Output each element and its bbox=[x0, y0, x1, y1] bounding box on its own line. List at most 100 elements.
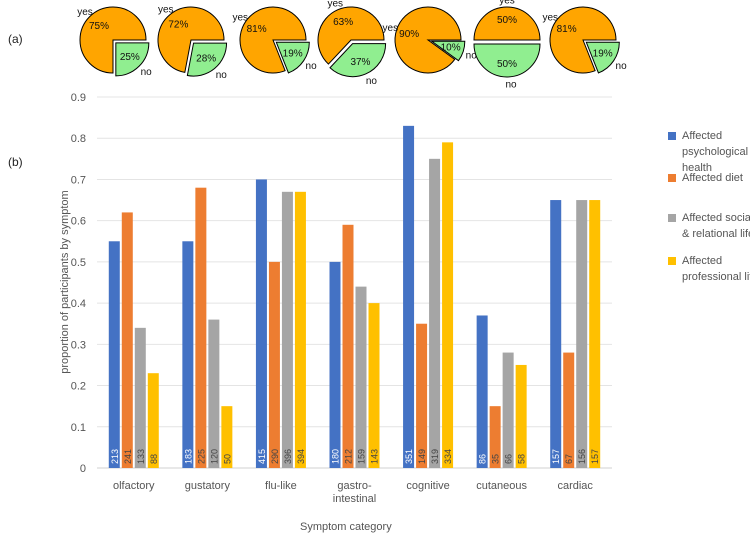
legend-label: Affected social & relational life bbox=[682, 212, 750, 240]
bar bbox=[355, 286, 367, 468]
y-tick-label: 0.9 bbox=[71, 92, 86, 104]
pie-slice-no bbox=[275, 41, 310, 74]
pie-no-label: no bbox=[466, 51, 478, 62]
pie-slice-yes bbox=[157, 6, 225, 74]
pie-yes-percent: 81% bbox=[247, 24, 267, 35]
panel-label-a: (a) bbox=[8, 32, 23, 46]
pie-yes-percent: 50% bbox=[497, 15, 517, 26]
bar bbox=[221, 406, 233, 468]
pie-no-label: no bbox=[616, 61, 628, 72]
y-tick-label: 0.5 bbox=[71, 257, 86, 269]
bar bbox=[576, 200, 588, 469]
bar-count-label: 183 bbox=[183, 449, 193, 464]
bar bbox=[121, 212, 133, 468]
pie-yes-label: yes bbox=[327, 0, 343, 10]
x-tick-label: gustatory bbox=[185, 480, 231, 492]
bar-count-label: 133 bbox=[136, 449, 146, 464]
legend-item-psychological: Affected psychological health bbox=[668, 128, 750, 176]
x-tick-label: intestinal bbox=[333, 493, 376, 505]
bar bbox=[589, 200, 601, 469]
bar bbox=[563, 352, 575, 468]
pie-yes-label: yes bbox=[77, 7, 93, 18]
bar bbox=[476, 315, 488, 468]
pie-slice-no bbox=[186, 42, 228, 77]
y-tick-label: 0.6 bbox=[71, 216, 86, 228]
x-tick-label: cardiac bbox=[557, 480, 593, 492]
bar-count-label: 351 bbox=[404, 449, 414, 464]
bar-count-label: 58 bbox=[517, 454, 527, 464]
pie-slice-no bbox=[473, 43, 541, 78]
bar bbox=[342, 224, 354, 468]
bar-count-label: 157 bbox=[551, 449, 561, 464]
pie-no-percent: 37% bbox=[350, 57, 370, 68]
bar-count-label: 334 bbox=[443, 449, 453, 464]
pie-no-percent: 25% bbox=[120, 52, 140, 63]
bar bbox=[442, 142, 454, 468]
pie-yes-label: yes bbox=[232, 13, 248, 24]
bar bbox=[281, 191, 293, 469]
legend-label: Affected psychological health bbox=[682, 130, 749, 174]
y-tick-label: 0.2 bbox=[71, 381, 86, 393]
bar bbox=[208, 319, 220, 468]
bar-count-label: 212 bbox=[344, 449, 354, 464]
bar-count-label: 86 bbox=[478, 454, 488, 464]
pie-slice-no bbox=[585, 41, 620, 74]
bar-count-label: 213 bbox=[110, 449, 120, 464]
bar-count-label: 66 bbox=[504, 454, 514, 464]
pie-yes-label: yes bbox=[383, 23, 399, 34]
bar bbox=[147, 373, 159, 468]
pie-yes-percent: 90% bbox=[399, 29, 419, 40]
bar-count-label: 88 bbox=[149, 454, 159, 464]
panel-label-b: (b) bbox=[8, 155, 23, 169]
bar bbox=[195, 187, 207, 468]
y-axis-title: proportion of participants by symptom bbox=[59, 190, 71, 374]
pie-no-label: no bbox=[216, 70, 228, 81]
bar-count-label: 156 bbox=[577, 449, 587, 464]
legend-swatch bbox=[668, 174, 676, 182]
bar-count-label: 394 bbox=[296, 449, 306, 464]
y-tick-label: 0 bbox=[80, 463, 86, 475]
bar-count-label: 396 bbox=[283, 449, 293, 464]
pie-no-label: no bbox=[306, 61, 318, 72]
pie-slice-yes bbox=[473, 6, 541, 41]
bar bbox=[515, 364, 527, 468]
pie-yes-percent: 63% bbox=[333, 17, 353, 28]
bar-count-label: 143 bbox=[370, 449, 380, 464]
y-tick-label: 0.1 bbox=[71, 422, 86, 434]
x-tick-label: gastro- bbox=[337, 480, 372, 492]
legend-swatch bbox=[668, 257, 676, 265]
x-tick-label: flu-like bbox=[265, 480, 297, 492]
legend-item-social: Affected social & relational life bbox=[668, 210, 750, 242]
pie-no-percent: 28% bbox=[196, 53, 216, 64]
pie-slice-yes bbox=[79, 6, 147, 74]
pie-yes-label: yes bbox=[499, 0, 515, 6]
bar bbox=[108, 241, 120, 468]
pie-yes-label: yes bbox=[542, 13, 558, 24]
bar-count-label: 225 bbox=[196, 449, 206, 464]
pie-yes-percent: 75% bbox=[89, 21, 109, 32]
bar-count-label: 180 bbox=[331, 449, 341, 464]
pie-yes-percent: 72% bbox=[168, 20, 188, 31]
bar-count-label: 241 bbox=[123, 449, 133, 464]
bar-count-label: 120 bbox=[209, 449, 219, 464]
bar bbox=[182, 241, 194, 468]
y-tick-label: 0.7 bbox=[71, 174, 86, 186]
bar bbox=[294, 191, 306, 469]
bar-count-label: 290 bbox=[270, 449, 280, 464]
pie-yes-label: yes bbox=[158, 4, 174, 15]
bar bbox=[368, 303, 380, 468]
bar-count-label: 67 bbox=[564, 454, 574, 464]
pie-slice-yes bbox=[317, 6, 385, 65]
pie-no-percent: 19% bbox=[593, 48, 613, 59]
bar bbox=[403, 125, 415, 468]
pie-slice-no bbox=[329, 43, 387, 78]
pie-slice-yes bbox=[394, 6, 462, 74]
x-tick-label: cognitive bbox=[406, 480, 449, 492]
bar bbox=[329, 261, 341, 468]
legend-swatch bbox=[668, 132, 676, 140]
bar bbox=[416, 323, 428, 468]
bar-count-label: 415 bbox=[257, 449, 267, 464]
x-axis-title: Symptom category bbox=[300, 521, 392, 533]
